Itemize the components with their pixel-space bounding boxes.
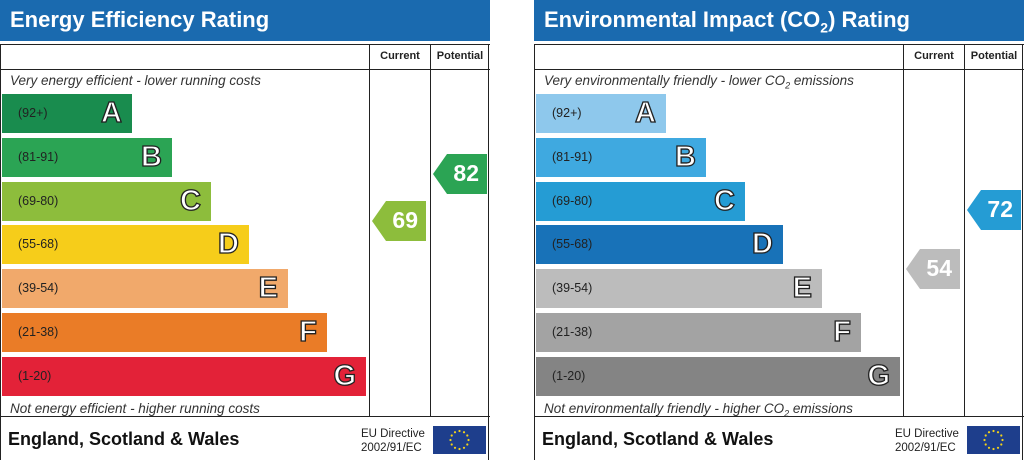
environment-top-note: Very environmentally friendly - lower CO… [544,73,854,91]
eu-directive-text: EU Directive 2002/91/EC [361,427,425,455]
potential-column-header: Potential [436,50,484,62]
eu-directive-number: 2002/91/EC [895,442,956,454]
energy-title: Energy Efficiency Rating [10,7,270,32]
divider [534,69,1024,70]
band-range: (21-38) [552,325,593,339]
divider [369,44,370,416]
band-letter: B [674,140,696,173]
title-part: ) Rating [828,7,910,32]
divider [534,416,1024,417]
energy-band-a: (92+) A [2,94,132,133]
divider [0,69,490,70]
divider [1022,44,1023,460]
environment-band-d: (55-68) D [536,225,783,264]
environment-band-e: (39-54) E [536,269,822,308]
environment-title-bar: Environmental Impact (CO2) Rating [534,0,1024,41]
band-range: (55-68) [18,237,59,251]
band-letter: F [833,315,852,348]
band-range: (39-54) [552,281,593,295]
band-letter: E [258,271,279,304]
country-label: England, Scotland & Wales [542,429,774,449]
band-letter: C [179,184,201,217]
environmental-impact-panel: Environmental Impact (CO2) Rating Curren… [534,0,1024,460]
environment-bottom-note: Not environmentally friendly - higher CO… [544,401,853,419]
note-subscript: 2 [784,408,790,419]
divider [0,416,490,417]
energy-band-f: (21-38) F [2,313,327,352]
band-range: (92+) [18,106,48,120]
environment-title: Environmental Impact (CO2) Rating [544,7,910,35]
band-range: (55-68) [552,237,593,251]
eu-directive-text: EU Directive 2002/91/EC [895,427,959,455]
band-range: (81-91) [18,150,59,164]
band-letter: F [299,315,318,348]
band-letter: A [634,96,656,129]
current-column-header: Current [914,50,954,62]
eu-directive-line: EU Directive [895,428,959,440]
current-rating-value: 54 [926,255,952,281]
country-label: England, Scotland & Wales [8,429,240,449]
energy-band-c: (69-80) C [2,182,211,221]
environment-frame [534,44,1024,460]
environment-band-b: (81-91) B [536,138,706,177]
note-subscript: 2 [785,80,791,91]
eu-flag-icon [433,426,486,454]
band-range: (92+) [552,106,582,120]
band-letter: C [713,184,735,217]
note-part: emissions [790,73,854,88]
band-letter: E [792,271,813,304]
divider [903,44,904,416]
eu-flag-icon [967,426,1020,454]
band-range: (21-38) [18,325,59,339]
note-part: emissions [789,401,853,416]
band-range: (1-20) [18,369,52,383]
potential-rating-value: 82 [453,160,479,186]
environment-band-f: (21-38) F [536,313,861,352]
band-range: (1-20) [552,369,586,383]
title-subscript: 2 [820,19,829,36]
band-range: (39-54) [18,281,59,295]
band-letter: D [217,227,239,260]
divider [964,44,965,416]
potential-rating-value: 72 [987,196,1013,222]
note-part: Not environmentally friendly - higher CO [544,401,785,416]
divider [430,44,431,416]
energy-top-note: Very energy efficient - lower running co… [10,73,261,88]
energy-bottom-note: Not energy efficient - higher running co… [10,401,260,416]
energy-title-bar: Energy Efficiency Rating [0,0,490,41]
band-letter: A [100,96,122,129]
current-column-header: Current [380,50,420,62]
environment-band-g: (1-20) G [536,357,900,396]
band-letter: G [867,359,891,392]
band-range: (69-80) [18,194,59,208]
title-part: Environmental Impact (CO [544,7,821,32]
current-rating-value: 69 [392,207,418,233]
energy-band-b: (81-91) B [2,138,172,177]
band-letter: G [333,359,357,392]
eu-directive-number: 2002/91/EC [361,442,422,454]
note-part: Very environmentally friendly - lower CO [544,73,786,88]
energy-band-g: (1-20) G [2,357,366,396]
energy-frame [0,44,490,460]
energy-potential-arrow: 82 [433,154,487,194]
energy-efficiency-panel: Energy Efficiency Rating Current Potenti… [0,0,490,460]
environment-band-c: (69-80) C [536,182,745,221]
band-letter: B [140,140,162,173]
energy-band-d: (55-68) D [2,225,249,264]
potential-column-header: Potential [970,50,1018,62]
divider [488,44,489,460]
environment-band-a: (92+) A [536,94,666,133]
energy-band-e: (39-54) E [2,269,288,308]
band-letter: D [751,227,773,260]
eu-directive-line: EU Directive [361,428,425,440]
band-range: (69-80) [552,194,593,208]
band-range: (81-91) [552,150,593,164]
